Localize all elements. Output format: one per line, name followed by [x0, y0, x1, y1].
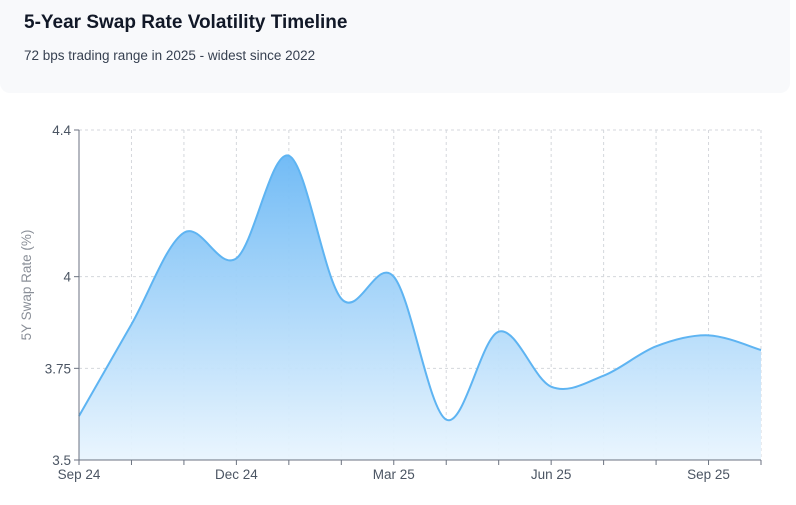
grid-lines: [78, 129, 762, 461]
y-axis-title: 5Y Swap Rate (%): [19, 230, 34, 341]
area-series: [78, 154, 762, 460]
chart-subtitle: 72 bps trading range in 2025 - widest si…: [24, 48, 316, 63]
axes: Sep 24 Dec 24 Mar 25 Jun 25 Sep 25 3.5 3.75 4 4.…: [45, 123, 762, 482]
x-tick-label: Dec 24: [215, 467, 258, 482]
chart-title: 5-Year Swap Rate Volatility Timeline: [24, 12, 348, 33]
x-tick-label: Mar 25: [373, 467, 415, 482]
y-tick-label: 4.4: [52, 123, 71, 138]
series-line: [78, 154, 762, 421]
x-tick-label: Sep 24: [58, 467, 101, 482]
chart-header: 5-Year Swap Rate Volatility Timeline 72 …: [0, 0, 790, 93]
y-tick-label: 4: [63, 270, 71, 285]
y-tick-label: 3.5: [52, 453, 71, 468]
y-tick-label: 3.75: [45, 361, 71, 376]
x-tick-label: Jun 25: [531, 467, 572, 482]
area-fill: [79, 155, 761, 460]
x-tick-label: Sep 25: [687, 467, 730, 482]
